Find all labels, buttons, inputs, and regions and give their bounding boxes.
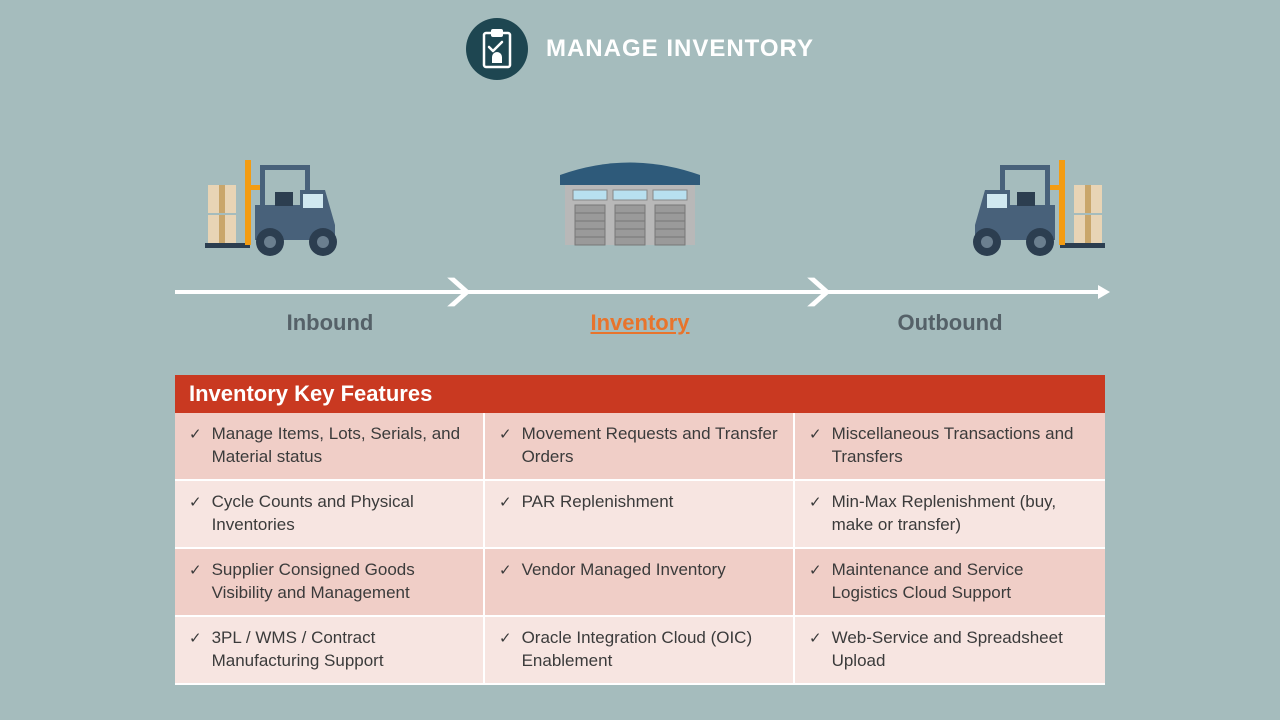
checkmark-icon: ✓ <box>499 629 512 649</box>
feature-cell: ✓ Maintenance and Service Logistics Cloud… <box>795 549 1105 617</box>
flow-label-inbound: Inbound <box>175 310 485 336</box>
forklift-inbound-icon <box>205 150 345 260</box>
warehouse-icon <box>555 150 705 250</box>
feature-text: 3PL / WMS / Contract Manufacturing Suppo… <box>212 627 469 673</box>
checkmark-icon: ✓ <box>499 561 512 581</box>
feature-text: Manage Items, Lots, Serials, and Materia… <box>212 423 469 469</box>
checkmark-icon: ✓ <box>499 425 512 445</box>
page-title: MANAGE INVENTORY <box>546 35 814 63</box>
flow-labels: Inbound Inventory Outbound <box>175 310 1105 336</box>
page-header: MANAGE INVENTORY <box>0 0 1280 80</box>
feature-text: Min-Max Replenishment (buy, make or tran… <box>832 491 1091 537</box>
feature-cell: ✓ Cycle Counts and Physical Inventories <box>175 481 485 549</box>
checkmark-icon: ✓ <box>809 425 822 445</box>
feature-cell: ✓ PAR Replenishment <box>485 481 795 549</box>
forklift-outbound-icon <box>965 150 1105 260</box>
feature-text: Maintenance and Service Logistics Cloud … <box>832 559 1091 605</box>
feature-cell: ✓ Web-Service and Spreadsheet Upload <box>795 617 1105 685</box>
checkmark-icon: ✓ <box>809 629 822 649</box>
checkmark-icon: ✓ <box>189 425 202 445</box>
feature-text: Miscellaneous Transactions and Transfers <box>832 423 1091 469</box>
feature-cell: ✓ Vendor Managed Inventory <box>485 549 795 617</box>
features-table: Inventory Key Features ✓ Manage Items, Lo… <box>175 375 1105 685</box>
flow-label-inventory: Inventory <box>485 310 795 336</box>
feature-cell: ✓ 3PL / WMS / Contract Manufacturing Supp… <box>175 617 485 685</box>
checkmark-icon: ✓ <box>499 493 512 513</box>
feature-text: Oracle Integration Cloud (OIC) Enablemen… <box>522 627 779 673</box>
features-title: Inventory Key Features <box>175 375 1105 413</box>
feature-text: Web-Service and Spreadsheet Upload <box>832 627 1091 673</box>
feature-cell: ✓ Manage Items, Lots, Serials, and Materi… <box>175 413 485 481</box>
features-grid: ✓ Manage Items, Lots, Serials, and Materi… <box>175 413 1105 685</box>
flow-label-outbound: Outbound <box>795 310 1105 336</box>
feature-text: Vendor Managed Inventory <box>522 559 726 582</box>
checkmark-icon: ✓ <box>189 493 202 513</box>
checkmark-icon: ✓ <box>809 561 822 581</box>
clipboard-icon <box>466 18 528 80</box>
feature-cell: ✓ Movement Requests and Transfer Orders <box>485 413 795 481</box>
chevron-icon <box>800 274 836 310</box>
feature-text: Movement Requests and Transfer Orders <box>522 423 779 469</box>
feature-cell: ✓ Min-Max Replenishment (buy, make or tra… <box>795 481 1105 549</box>
feature-cell: ✓ Oracle Integration Cloud (OIC) Enableme… <box>485 617 795 685</box>
feature-text: Supplier Consigned Goods Visibility and … <box>212 559 469 605</box>
checkmark-icon: ✓ <box>809 493 822 513</box>
checkmark-icon: ✓ <box>189 561 202 581</box>
feature-cell: ✓ Miscellaneous Transactions and Transfer… <box>795 413 1105 481</box>
process-flow: Inbound Inventory Outbound <box>0 150 1280 350</box>
chevron-icon <box>440 274 476 310</box>
feature-cell: ✓ Supplier Consigned Goods Visibility and… <box>175 549 485 617</box>
feature-text: PAR Replenishment <box>522 491 674 514</box>
checkmark-icon: ✓ <box>189 629 202 649</box>
flow-line <box>175 290 1105 294</box>
feature-text: Cycle Counts and Physical Inventories <box>212 491 469 537</box>
